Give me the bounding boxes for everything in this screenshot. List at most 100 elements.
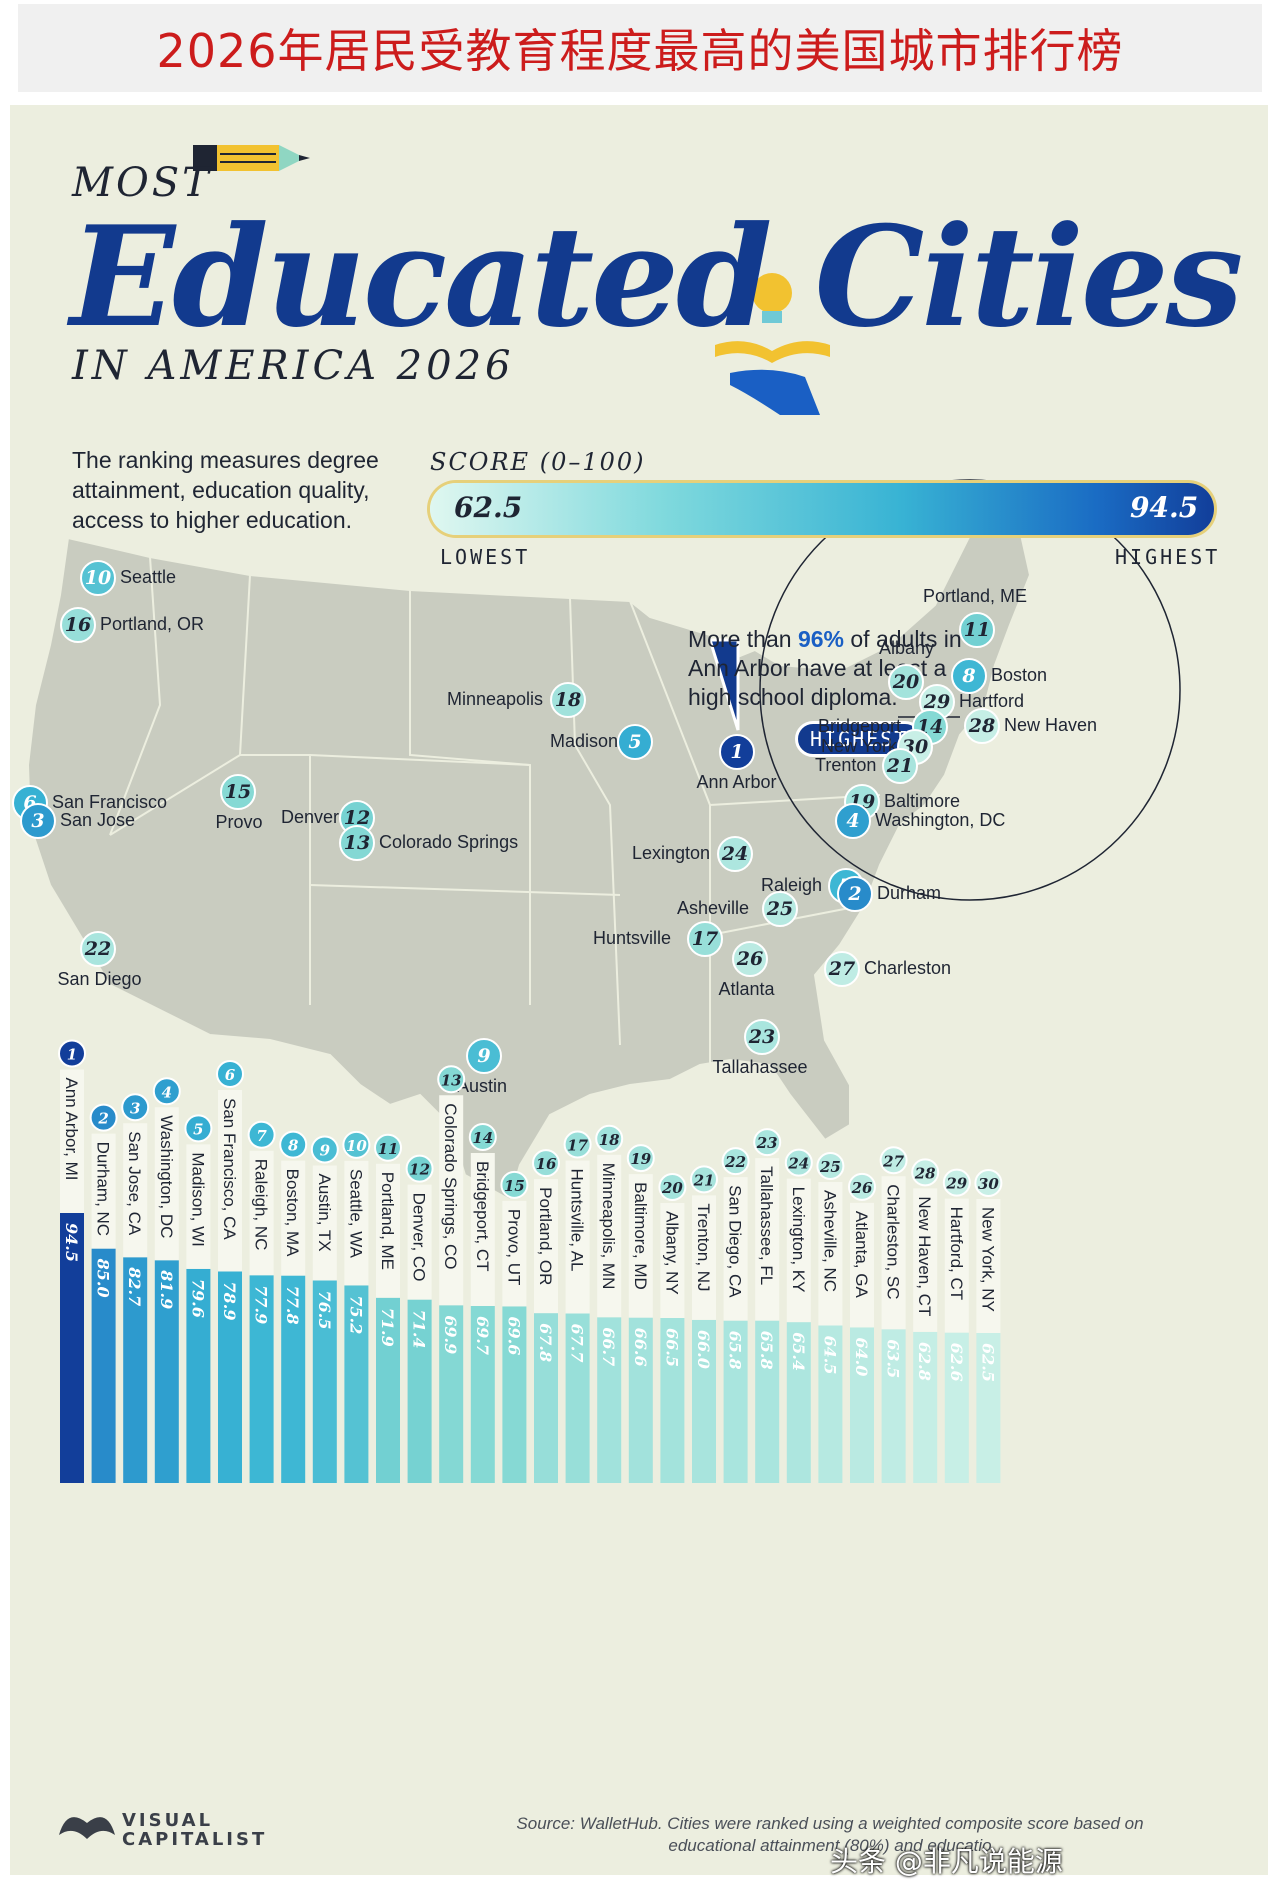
pencil-icon xyxy=(193,145,310,171)
bar-name-stem xyxy=(692,1195,716,1320)
map-city-label: Washington, DC xyxy=(875,810,1006,830)
bar-15 xyxy=(502,1306,527,1483)
bar-30 xyxy=(976,1333,1001,1483)
bar-name-stem xyxy=(249,1150,274,1276)
map-pin-rank-25: 25 xyxy=(762,891,798,927)
bar-12 xyxy=(407,1299,432,1483)
bar-rank-label: 9 xyxy=(320,1142,331,1160)
bar-value-label: 65.8 xyxy=(726,1331,745,1370)
bar-11 xyxy=(376,1297,400,1483)
bar-name-stem xyxy=(376,1163,400,1298)
bar-city-label: San Jose, CA xyxy=(125,1131,144,1236)
map-pin-rank-23: 23 xyxy=(744,1019,780,1055)
bar-name-stem xyxy=(786,1178,811,1323)
bar-city-label: Denver, CO xyxy=(410,1193,429,1282)
bar-city-label: Lexington, KY xyxy=(789,1187,808,1293)
bar-rank-badge xyxy=(500,1170,529,1199)
bar-rank-badge xyxy=(879,1146,908,1175)
map-pin-rank-16: 16 xyxy=(60,607,96,643)
bar-2 xyxy=(91,1248,116,1483)
bar-name-stem xyxy=(186,1144,211,1269)
bar-23 xyxy=(755,1320,780,1483)
source-note: Source: WalletHub. Cities were ranked us… xyxy=(516,1814,1144,1855)
bar-rank-label: 26 xyxy=(851,1179,873,1197)
score-high-value: 94.5 xyxy=(1130,491,1199,524)
bar-rank-badge xyxy=(184,1114,213,1143)
bar-rank-label: 5 xyxy=(193,1120,203,1138)
bar-city-label: Tallahassee, FL xyxy=(757,1166,776,1285)
bar-rank-label: 29 xyxy=(945,1175,967,1193)
map-pin-rank-11: 11 xyxy=(959,612,995,648)
bar-rank-label: 17 xyxy=(567,1137,588,1155)
bar-city-label: Albany, NY xyxy=(662,1211,681,1295)
bar-1 xyxy=(60,1213,84,1483)
score-lowest-label: LOWEST xyxy=(440,545,531,569)
bar-city-label: Durham, NC xyxy=(94,1142,113,1236)
map-pin-rank-26: 26 xyxy=(732,941,768,977)
bar-rank-label: 28 xyxy=(914,1164,936,1182)
bar-value-label: 69.9 xyxy=(441,1315,460,1354)
bar-value-label: 62.8 xyxy=(915,1342,934,1381)
bar-name-stem xyxy=(218,1090,242,1272)
state-lines xyxy=(109,556,881,1085)
bar-rank-badge xyxy=(911,1158,940,1187)
northeast-inset-circle xyxy=(759,479,1181,901)
logo-line-1: VISUAL xyxy=(122,1810,214,1831)
bar-rank-label: 8 xyxy=(288,1137,299,1155)
bar-city-label: Portland, ME xyxy=(378,1172,397,1270)
bar-rank-label: 2 xyxy=(97,1110,108,1128)
bar-5 xyxy=(186,1268,211,1483)
ann-arbor-callout: More than 96% of adults in Ann Arbor hav… xyxy=(688,625,988,712)
bar-city-label: Atlanta, GA xyxy=(852,1211,871,1299)
bar-rank-badge xyxy=(437,1065,466,1094)
map-pin-rank-4: 4 xyxy=(835,803,871,839)
bar-28 xyxy=(913,1331,938,1483)
bar-name-stem xyxy=(470,1153,495,1306)
bar-city-label: New York, NY xyxy=(978,1207,997,1312)
map-pin-rank-17: 17 xyxy=(687,921,723,957)
score-low-value: 62.5 xyxy=(454,491,523,524)
bar-13 xyxy=(439,1305,464,1483)
bar-value-label: 79.6 xyxy=(188,1279,207,1318)
bar-value-label: 66.5 xyxy=(662,1328,681,1367)
bar-20 xyxy=(660,1318,685,1483)
bar-27 xyxy=(881,1329,906,1483)
bar-name-stem xyxy=(976,1199,1001,1333)
bar-city-label: Provo, UT xyxy=(504,1209,523,1286)
score-highest-label: HIGHEST xyxy=(1115,545,1221,569)
map-city-label: Madison xyxy=(550,731,619,751)
map-city-label: Lexington xyxy=(632,843,711,863)
bar-18 xyxy=(597,1317,622,1483)
bar-value-label: 78.9 xyxy=(220,1282,239,1321)
bar-rank-badge xyxy=(279,1130,308,1159)
bar-rank-badge xyxy=(753,1128,782,1157)
bar-24 xyxy=(786,1322,811,1483)
bar-value-label: 94.5 xyxy=(62,1223,81,1262)
bar-value-label: 67.8 xyxy=(536,1323,555,1362)
bar-rank-badge xyxy=(595,1124,624,1153)
map-pin-rank-9: 9 xyxy=(466,1038,502,1074)
map-city-label: New York xyxy=(821,736,898,756)
bar-name-stem xyxy=(850,1202,874,1328)
bar-name-stem xyxy=(534,1179,558,1314)
map-city-label: Albany xyxy=(879,638,935,658)
bar-name-stem xyxy=(723,1177,748,1321)
bar-name-stem xyxy=(913,1188,938,1332)
bar-value-label: 77.9 xyxy=(252,1285,271,1324)
map-pin-rank-5: 5 xyxy=(617,724,653,760)
bar-21 xyxy=(692,1319,716,1483)
map-pin-rank-8: 8 xyxy=(951,658,987,694)
map-city-label: Denver xyxy=(281,807,340,827)
bar-rank-badge xyxy=(121,1093,150,1122)
bar-city-label: Washington, DC xyxy=(157,1115,176,1238)
map-city-label: Portland, OR xyxy=(100,614,205,634)
bar-rank-label: 21 xyxy=(693,1171,715,1189)
bar-name-stem xyxy=(502,1200,527,1307)
bar-name-stem xyxy=(565,1160,590,1314)
bar-value-label: 85.0 xyxy=(94,1258,113,1298)
bar-city-label: Ann Arbor, MI xyxy=(62,1078,81,1181)
bar-rank-label: 10 xyxy=(346,1137,367,1155)
bar-rank-badge xyxy=(816,1152,845,1180)
map-and-decorations xyxy=(26,145,1181,1202)
bar-city-label: Bridgeport, CT xyxy=(473,1161,492,1272)
